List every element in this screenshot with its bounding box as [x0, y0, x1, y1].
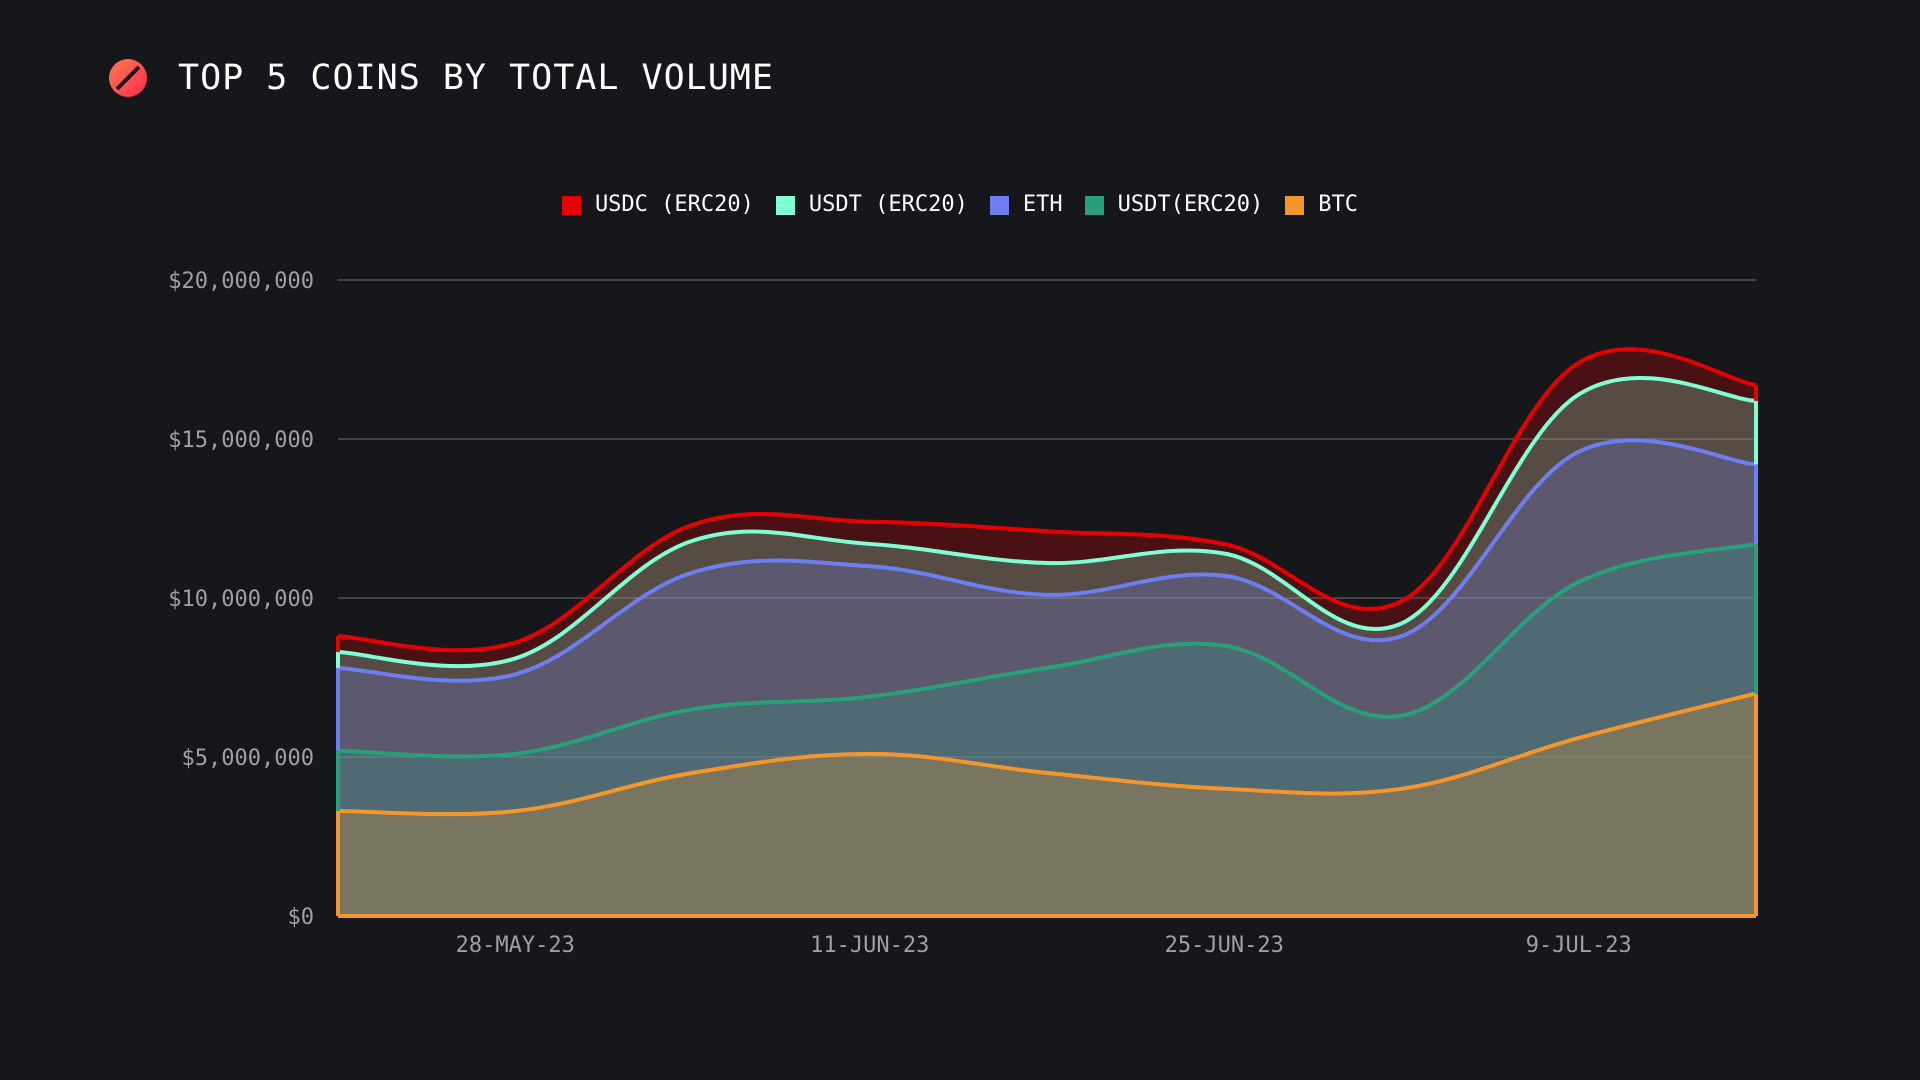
x-tick-label: 9-JUL-23: [1526, 933, 1632, 958]
legend-item-eth[interactable]: ETH: [989, 190, 1063, 220]
series-line-eth[interactable]: [337, 438, 1757, 683]
area-fill-usdt-erc20-: [338, 377, 1756, 917]
x-tick-label: 11-JUN-23: [810, 933, 929, 958]
legend-label: USDT (ERC20): [808, 192, 968, 217]
area-fill-eth: [338, 440, 1756, 916]
slashed-circle-logo-icon: [109, 59, 147, 97]
legend-swatch: [1285, 195, 1305, 215]
legend-label: BTC: [1318, 192, 1359, 217]
legend-swatch: [989, 195, 1009, 215]
legend-item-usdc-erc20[interactable]: USDC (ERC20): [561, 190, 754, 220]
legend-swatch: [775, 195, 795, 215]
series-line-usdc-erc20-[interactable]: [337, 347, 1757, 653]
series-line-usdt-erc20-[interactable]: [337, 376, 1757, 669]
area-fill-usdt-erc20-: [338, 543, 1756, 916]
legend-item-usdt-erc20-alt[interactable]: USDT(ERC20): [1084, 190, 1264, 220]
y-tick-label: $15,000,000: [168, 428, 314, 453]
area-fill-btc: [338, 693, 1756, 916]
chart-header: TOP 5 COINS BY TOTAL VOLUME: [108, 58, 774, 98]
series-line-usdt-erc20-[interactable]: [337, 541, 1757, 759]
y-tick-label: $5,000,000: [182, 746, 314, 771]
legend-item-btc[interactable]: BTC: [1285, 190, 1358, 220]
chart-title: TOP 5 COINS BY TOTAL VOLUME: [178, 58, 774, 98]
y-tick-label: $10,000,000: [168, 587, 314, 612]
legend-label: USDC (ERC20): [594, 192, 754, 217]
legend-label: USDT(ERC20): [1117, 192, 1264, 217]
y-tick-label: $0: [288, 905, 315, 930]
x-tick-label: 28-MAY-23: [456, 933, 575, 958]
legend-swatch: [561, 195, 581, 215]
legend-label: ETH: [1022, 192, 1063, 217]
y-tick-label: $20,000,000: [168, 269, 314, 294]
series-line-btc[interactable]: [337, 691, 1757, 817]
legend-item-usdt-erc20[interactable]: USDT (ERC20): [775, 190, 968, 220]
chart-legend: USDC (ERC20) USDT (ERC20) ETH USDT(ERC20…: [0, 190, 1920, 220]
legend-swatch: [1084, 195, 1104, 215]
x-tick-label: 25-JUN-23: [1165, 933, 1284, 958]
